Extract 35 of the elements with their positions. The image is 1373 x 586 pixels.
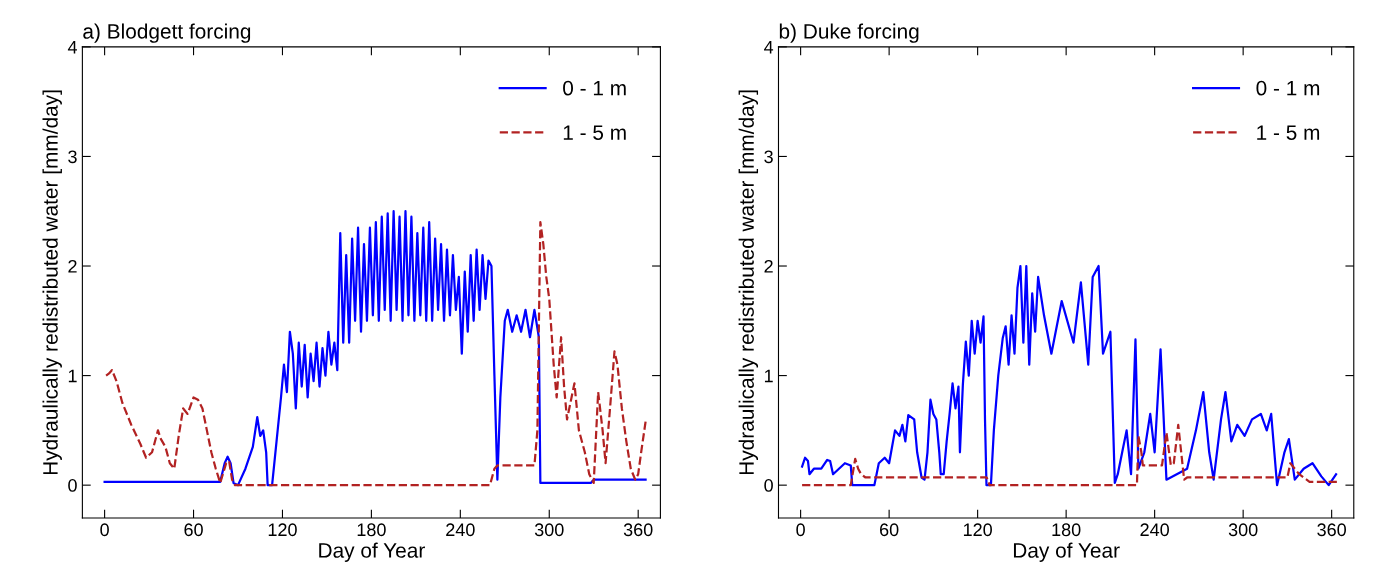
y-tick-label: 4 [67,41,77,54]
x-tick-label: 360 [623,523,653,537]
legend-label: 0 - 1 m [1256,80,1320,96]
y-tick-label: 2 [764,259,773,273]
x-axis-title: Day of Year [1013,542,1120,562]
legend-label: 1 - 5 m [1257,125,1320,140]
y-axis-title: Hydraulically redistributed water [mm/day] [42,90,62,475]
y-tick-label: 3 [68,150,77,164]
line-series [800,264,1338,487]
x-tick-label: 120 [963,523,992,537]
y-tick-label: 3 [764,150,773,164]
x-tick-label: 180 [1052,523,1081,537]
x-tick-label: 240 [446,523,475,537]
x-tick-label: 300 [534,523,564,537]
x-tick-label: 300 [1228,523,1258,537]
x-tick-label: 0 [796,523,805,537]
x-axis-title: Day of Year [319,542,425,562]
x-tick-label: 120 [268,523,297,537]
y-tick-label: 1 [764,369,773,383]
y-tick-label: 1 [68,369,77,383]
y-axis-title: Hydraulically redistributed water [mm/day] [738,90,759,475]
y-tick-label: 2 [68,259,77,273]
x-tick-label: 60 [880,523,899,537]
x-tick-label: 360 [1317,523,1347,537]
chart-title: a) Blodgett forcing [83,23,251,43]
chart-title: b) Duke forcing [779,23,919,43]
x-tick-label: 0 [100,523,109,537]
x-tick-label: 60 [184,523,203,537]
x-tick-label: 240 [1140,523,1169,537]
y-tick-label: 0 [764,479,773,492]
y-tick-label: 4 [764,41,774,54]
legend-label: 1 - 5 m [563,125,626,140]
legend-label: 0 - 1 m [563,80,626,96]
x-tick-label: 180 [357,523,386,537]
y-tick-label: 0 [68,479,77,492]
